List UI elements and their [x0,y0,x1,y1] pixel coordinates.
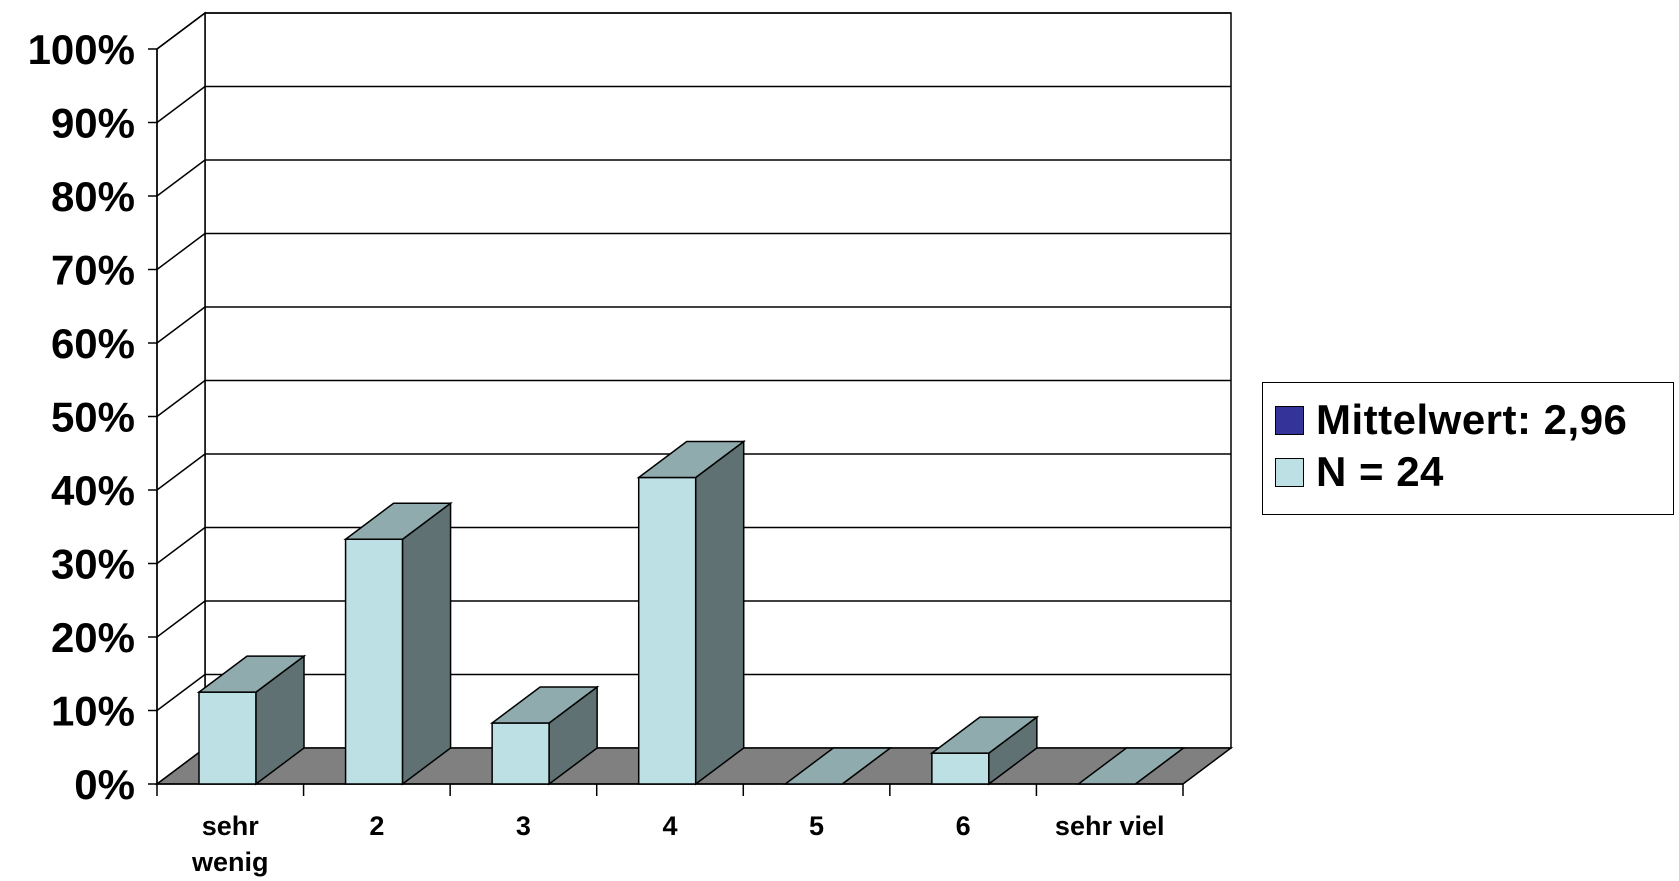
y-tick-label: 60% [51,320,135,367]
legend-item-n: N = 24 [1275,448,1444,495]
y-tick-label: 40% [51,467,135,514]
gridline-side [156,306,206,344]
gridline-side [156,673,206,712]
y-tick-labels: 0% 10% 20% 30% 40% 50% 60% 70% 80% 90% 100% [28,26,135,808]
legend-label-mean: Mittelwert: 2,96 [1316,396,1628,443]
bar-top [1076,747,1186,785]
legend-swatch-n [1275,457,1304,487]
x-tick-label: sehr viel [1055,811,1165,841]
bar-front [491,722,550,785]
bar-side [401,501,452,786]
x-tick-label: sehr wenig [191,811,269,877]
y-tick-label: 70% [51,247,135,294]
gridline-side [156,526,206,565]
y-tick-label: 90% [51,100,135,147]
gridline-side [156,379,206,418]
bar-front [637,476,697,785]
x-tick-label: 6 [956,811,971,841]
bar-front [198,691,257,785]
y-tick-label: 80% [51,173,135,220]
bar-top [196,655,307,693]
bar-top [929,716,1040,754]
gridline-side [156,159,206,197]
y-tick-label: 10% [51,688,135,735]
bar-front [931,752,990,785]
gridline-side [156,453,206,491]
bar-2 [343,501,453,786]
bar-4 [636,440,746,786]
bar-top [783,747,893,785]
legend-label-n: N = 24 [1316,448,1444,495]
legend-swatch-mean [1275,405,1304,435]
bar-front [344,538,404,785]
x-tick-label: 5 [809,811,824,841]
bar-1 [196,654,307,786]
bar-top [636,440,746,479]
bar-5 [783,747,893,785]
y-tick-label: 0% [74,761,135,808]
bar-side [694,440,745,786]
y-tick-label: 50% [51,394,135,441]
legend-item-mean: Mittelwert: 2,96 [1275,396,1628,443]
y-tick-label: 30% [51,541,135,588]
x-tick-label: 4 [662,811,677,841]
x-tick-label: 2 [369,811,384,841]
bar-3 [489,685,600,786]
legend: Mittelwert: 2,96 N = 24 [1262,382,1674,515]
x-tick-labels: sehr wenig 2 3 4 5 6 sehr viel [191,811,1164,877]
gridline-side [156,600,206,638]
gridline-side [156,85,206,124]
y-tick-label: 100% [28,26,135,73]
x-tick-label: 3 [516,811,531,841]
y-tick-label: 20% [51,614,135,661]
bars [196,440,1186,786]
bar-6 [929,715,1040,786]
gridline-side [156,232,206,271]
bar-top [489,686,600,724]
bar-top [343,502,453,540]
bar-7 [1076,747,1186,785]
gridline-side [156,12,206,50]
